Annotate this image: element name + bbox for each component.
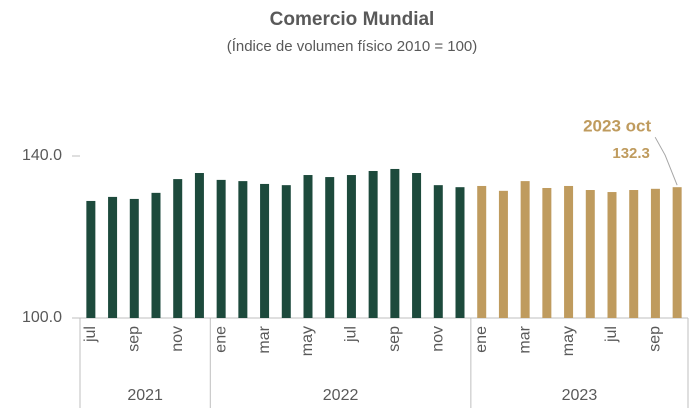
x-tick-label: mar bbox=[516, 325, 533, 353]
bar bbox=[368, 170, 378, 318]
x-tick-label: nov bbox=[430, 326, 447, 352]
bar bbox=[281, 185, 291, 318]
bar bbox=[542, 187, 552, 318]
bar bbox=[216, 179, 226, 318]
x-tick-label: sep bbox=[126, 326, 143, 352]
annotation: 2023 oct bbox=[583, 117, 651, 136]
bar bbox=[607, 192, 617, 318]
bar bbox=[346, 175, 356, 318]
group-label: 2022 bbox=[323, 387, 359, 404]
bar bbox=[455, 187, 465, 318]
bar bbox=[564, 185, 574, 318]
bar bbox=[303, 175, 313, 318]
chart-subtitle: (Índice de volumen físico 2010 = 100) bbox=[227, 38, 478, 55]
y-tick-label: 100.0 bbox=[22, 309, 62, 326]
bar bbox=[390, 168, 400, 318]
x-tick-label: sep bbox=[386, 326, 403, 352]
x-tick-label: may bbox=[560, 326, 577, 356]
x-tick-label: jul bbox=[343, 326, 360, 343]
x-tick-label: jul bbox=[82, 326, 99, 343]
bar bbox=[325, 177, 335, 318]
x-tick-label: ene bbox=[473, 326, 490, 353]
bar bbox=[629, 190, 639, 318]
bar bbox=[108, 196, 118, 318]
x-tick-label: nov bbox=[169, 326, 186, 352]
bar bbox=[650, 188, 660, 318]
bar bbox=[260, 183, 270, 318]
bar bbox=[86, 200, 96, 318]
x-tick-label: sep bbox=[647, 326, 664, 352]
bar bbox=[238, 181, 248, 318]
bar bbox=[672, 187, 682, 318]
chart-title: Comercio Mundial bbox=[270, 9, 435, 30]
leader-line bbox=[654, 136, 678, 186]
x-tick-label: ene bbox=[212, 326, 229, 353]
group-label: 2023 bbox=[562, 387, 598, 404]
value-label: 132.3 bbox=[612, 145, 650, 162]
bar bbox=[129, 198, 139, 318]
y-tick-label: 140.0 bbox=[22, 147, 62, 164]
bar bbox=[412, 173, 422, 318]
bar bbox=[498, 190, 508, 318]
x-tick-label: may bbox=[299, 326, 316, 356]
bar bbox=[433, 185, 443, 318]
bar bbox=[520, 181, 530, 318]
bar bbox=[194, 173, 204, 318]
x-tick-label: mar bbox=[256, 325, 273, 353]
bar bbox=[173, 179, 183, 318]
bar bbox=[477, 185, 487, 318]
group-label: 2021 bbox=[127, 387, 163, 404]
x-tick-label: jul bbox=[603, 326, 620, 343]
bar bbox=[585, 190, 595, 318]
bar bbox=[151, 192, 161, 318]
